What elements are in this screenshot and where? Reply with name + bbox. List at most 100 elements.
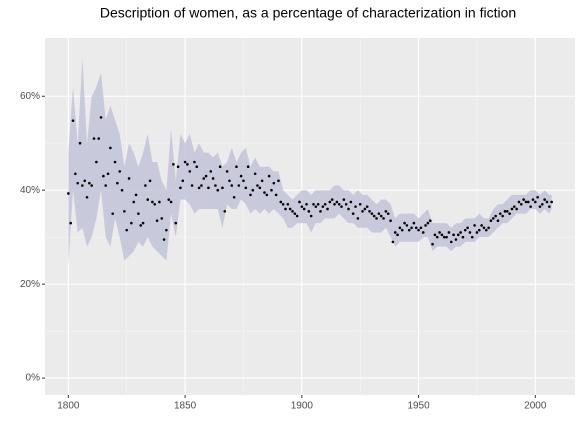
point — [200, 184, 203, 187]
point — [186, 163, 189, 166]
point — [246, 165, 250, 169]
point — [400, 228, 404, 232]
point — [218, 165, 222, 169]
point — [326, 207, 329, 211]
point — [291, 210, 294, 213]
point — [414, 226, 418, 230]
point — [503, 210, 507, 213]
point — [333, 202, 336, 206]
point — [190, 184, 194, 187]
point — [403, 221, 406, 225]
point — [153, 202, 157, 206]
point — [263, 191, 266, 194]
point — [484, 228, 488, 232]
point — [71, 119, 75, 122]
point — [239, 174, 243, 178]
point — [428, 219, 432, 223]
point — [426, 221, 430, 225]
point — [440, 233, 444, 237]
point — [202, 177, 206, 180]
point — [169, 200, 173, 204]
point — [120, 188, 124, 192]
point — [349, 200, 353, 204]
point — [524, 200, 528, 204]
point — [330, 198, 334, 201]
point — [279, 200, 283, 204]
point — [78, 141, 82, 145]
point — [419, 226, 423, 230]
point — [312, 202, 315, 206]
point — [491, 217, 495, 220]
point — [88, 181, 91, 185]
point — [536, 195, 539, 199]
point — [284, 207, 287, 211]
point — [116, 181, 119, 185]
point — [193, 160, 196, 164]
point — [260, 179, 264, 183]
x-tick-label: 1900 — [291, 401, 314, 412]
point — [445, 235, 448, 239]
point — [340, 205, 343, 208]
point — [188, 170, 192, 173]
point — [477, 228, 481, 232]
point — [386, 212, 390, 215]
point — [165, 228, 168, 232]
point — [447, 231, 451, 234]
point — [123, 210, 126, 213]
point — [527, 200, 530, 204]
point — [162, 238, 166, 241]
point — [216, 188, 220, 192]
point — [295, 214, 299, 218]
x-tick-label: 2000 — [524, 401, 547, 412]
point — [230, 184, 234, 187]
point — [494, 214, 497, 218]
y-tick-label: 20% — [20, 279, 40, 290]
point — [548, 205, 551, 208]
point — [435, 235, 439, 239]
point — [232, 195, 236, 199]
point — [235, 165, 238, 169]
point — [344, 202, 348, 206]
point — [470, 235, 474, 239]
point — [251, 188, 255, 192]
point — [204, 174, 208, 178]
point — [475, 231, 479, 234]
point — [354, 205, 357, 208]
point — [487, 226, 490, 230]
point — [382, 217, 385, 220]
point — [176, 165, 180, 169]
point — [81, 184, 84, 187]
point — [379, 214, 383, 218]
point — [389, 219, 392, 223]
point — [256, 184, 259, 187]
point — [223, 210, 227, 213]
point — [305, 202, 308, 206]
point — [67, 192, 70, 195]
point — [456, 233, 460, 237]
point — [347, 207, 350, 211]
point — [242, 179, 245, 183]
point — [316, 202, 320, 206]
point — [452, 233, 455, 237]
point — [449, 240, 453, 244]
point — [461, 235, 465, 239]
point — [363, 207, 367, 211]
point — [179, 186, 182, 190]
point — [209, 170, 213, 173]
point — [541, 202, 544, 206]
point — [307, 210, 311, 213]
point — [319, 210, 322, 213]
point — [167, 198, 171, 201]
point — [146, 198, 150, 201]
point — [277, 179, 280, 183]
point — [74, 172, 77, 176]
point — [265, 193, 269, 197]
point — [151, 200, 154, 204]
point — [328, 200, 332, 204]
point — [197, 186, 201, 190]
point — [174, 221, 178, 225]
point — [351, 212, 355, 215]
point — [358, 202, 362, 206]
point — [410, 226, 413, 230]
